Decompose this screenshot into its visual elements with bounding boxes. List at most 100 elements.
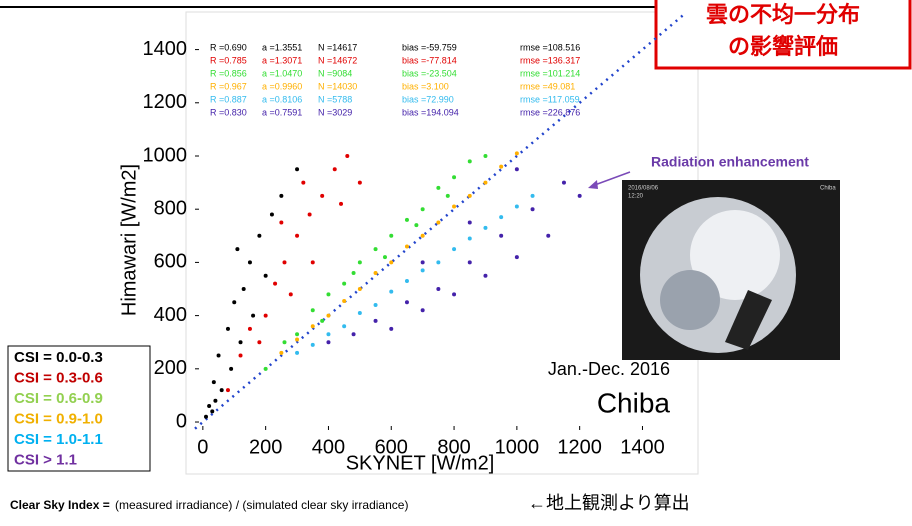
data-point [499, 164, 504, 169]
data-point [320, 318, 325, 323]
shadow-band [725, 290, 772, 350]
fit-stat: N =14030 [318, 81, 357, 91]
fit-stat: a =1.0470 [262, 68, 302, 78]
site-label: Chiba [597, 387, 671, 418]
data-point [235, 247, 240, 252]
fit-stat: a =0.7591 [262, 107, 302, 117]
data-point [373, 271, 378, 276]
data-point [445, 193, 450, 198]
photo-place: Chiba [820, 186, 836, 192]
data-point [216, 353, 221, 358]
data-point [232, 300, 237, 305]
data-point [263, 313, 268, 318]
fit-stat: rmse =136.317 [520, 55, 580, 65]
data-point [404, 217, 409, 222]
footer-definition: (measured irradiance) / (simulated clear… [115, 498, 408, 512]
data-point [452, 175, 457, 180]
legend-entry: CSI = 0.0-0.3 [14, 349, 103, 366]
data-point [436, 185, 441, 190]
data-point [499, 233, 504, 238]
data-point [342, 298, 347, 303]
y-tick-label: 1400 [143, 38, 188, 60]
fit-stat: a =1.3071 [262, 55, 302, 65]
data-point [414, 223, 419, 228]
data-point [320, 193, 325, 198]
data-point [483, 180, 488, 185]
fit-stat: R =0.967 [210, 81, 247, 91]
data-point [420, 308, 425, 313]
footer-label: Clear Sky Index = [10, 498, 110, 512]
banner-box [654, 0, 912, 70]
y-tick-label: 1200 [143, 91, 188, 113]
data-point [483, 273, 488, 278]
fit-stat: bias =194.094 [402, 107, 459, 117]
data-point [382, 255, 387, 260]
data-point [351, 332, 356, 337]
fit-stat: rmse =117.059 [520, 94, 580, 104]
data-point [357, 260, 362, 265]
data-point [357, 310, 362, 315]
legend-entry: CSI = 1.0-1.1 [14, 431, 103, 448]
fit-stat: rmse =101.214 [520, 68, 580, 78]
data-point [452, 292, 457, 297]
data-point [238, 353, 243, 358]
data-point [257, 340, 262, 345]
data-point [546, 233, 551, 238]
fit-stat: N =3029 [318, 107, 352, 117]
data-point [211, 380, 216, 385]
data-point [420, 207, 425, 212]
data-point [310, 342, 315, 347]
data-point [373, 247, 378, 252]
data-point [373, 302, 378, 307]
data-point [273, 281, 278, 286]
data-point [307, 212, 312, 217]
data-point [263, 366, 268, 371]
fit-stat: rmse =108.516 [520, 42, 580, 52]
x-tick-label: 0 [197, 436, 208, 458]
fit-stat: N =5788 [318, 94, 352, 104]
data-point [269, 212, 274, 217]
data-point [301, 180, 306, 185]
data-point [373, 318, 378, 323]
data-point [279, 193, 284, 198]
data-point [207, 404, 212, 409]
data-point [389, 326, 394, 331]
y-tick-label: 0 [176, 410, 187, 432]
data-point [339, 201, 344, 206]
data-point [310, 308, 315, 313]
y-tick-label: 400 [154, 304, 187, 326]
fit-stat: rmse =49.081 [520, 81, 575, 91]
legend-entry: CSI = 0.9-1.0 [14, 410, 103, 427]
data-point [351, 271, 356, 276]
data-point [326, 340, 331, 345]
banner-text: の影響評価 [728, 34, 838, 59]
data-point [295, 337, 300, 342]
photo-date: 2016/08/06 [628, 186, 659, 192]
data-point [326, 313, 331, 318]
data-point [404, 300, 409, 305]
fit-stat: rmse =226.876 [520, 107, 580, 117]
data-point [295, 350, 300, 355]
fit-stat: bias =-77.814 [402, 55, 457, 65]
data-point [263, 273, 268, 278]
data-point [279, 220, 284, 225]
fit-stat: bias =72.990 [402, 94, 454, 104]
x-tick-label: 200 [249, 436, 282, 458]
data-point [514, 255, 519, 260]
data-point [389, 260, 394, 265]
fit-stat: N =9084 [318, 68, 352, 78]
arrow-head [588, 180, 598, 189]
fit-stat: a =0.9960 [262, 81, 302, 91]
fit-stat: R =0.690 [210, 42, 247, 52]
fit-stat: R =0.856 [210, 68, 247, 78]
x-tick-label: 1200 [557, 436, 602, 458]
x-tick-label: 600 [375, 436, 408, 458]
data-point [295, 233, 300, 238]
data-point [577, 193, 582, 198]
data-point [326, 332, 331, 337]
data-point [225, 388, 230, 393]
data-point [436, 287, 441, 292]
y-tick-label: 1000 [143, 144, 188, 166]
data-point [467, 260, 472, 265]
